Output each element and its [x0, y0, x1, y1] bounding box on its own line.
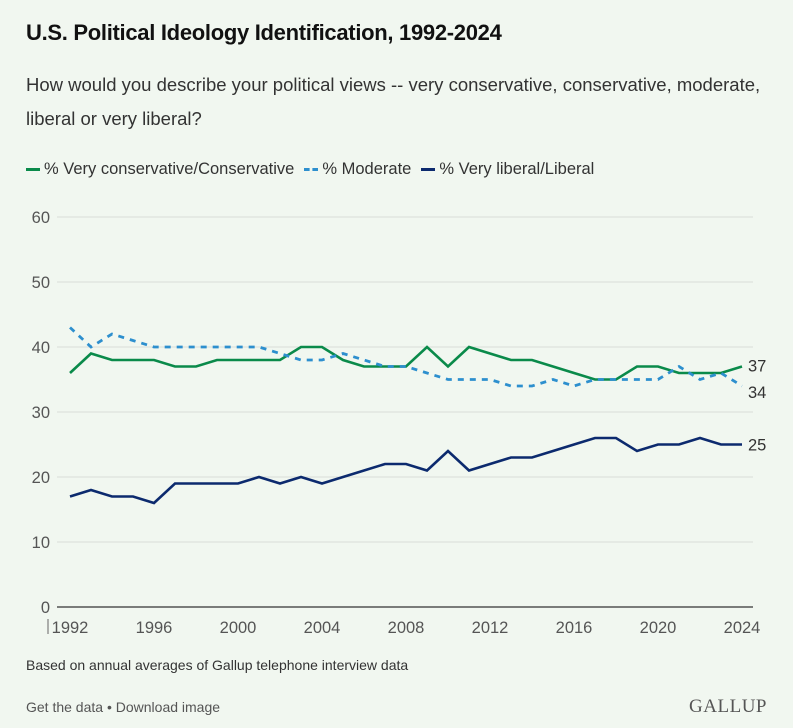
y-axis-ticks: 0 10 20 30 40 50 60 — [32, 209, 50, 617]
footer-links: Get the data • Download image — [26, 699, 220, 715]
legend-label-conservative: % Very conservative/Conservative — [44, 160, 295, 178]
legend-swatch-liberal — [421, 168, 436, 171]
legend-label-liberal: % Very liberal/Liberal — [439, 160, 595, 178]
y-tick-label: 30 — [32, 404, 50, 422]
x-tick-label: 2012 — [472, 619, 509, 637]
x-axis-ticks: 1992 1996 2000 2004 2008 2012 2016 2020 2024 — [47, 619, 761, 637]
legend-item-moderate: % Moderate — [304, 160, 411, 179]
chart-subtitle: How would you describe your political vi… — [26, 74, 761, 129]
series-lines — [69, 326, 743, 505]
series-line-conservative — [69, 345, 743, 381]
x-tick-label: 2016 — [556, 619, 593, 637]
series-line-liberal — [69, 436, 742, 505]
y-tick-label: 50 — [32, 274, 50, 292]
source-note: Based on annual averages of Gallup telep… — [26, 657, 409, 673]
gallup-logo: GALLUP — [689, 696, 767, 717]
end-label-moderate: 34 — [748, 384, 766, 402]
y-tick-label: 10 — [32, 534, 50, 552]
x-tick-label: 2024 — [724, 619, 761, 637]
series-line-moderate — [69, 326, 743, 388]
legend-swatch-moderate — [304, 168, 319, 171]
legend-item-liberal: % Very liberal/Liberal — [421, 160, 594, 179]
end-label-liberal: 25 — [748, 437, 766, 455]
get-data-link[interactable]: Get the data — [26, 699, 104, 715]
gridlines — [57, 216, 753, 543]
legend-label-moderate: % Moderate — [322, 160, 412, 178]
legend: % Very conservative/Conservative % Moder… — [26, 160, 604, 179]
y-tick-label: 60 — [32, 209, 50, 227]
legend-swatch-conservative — [26, 168, 40, 171]
chart-title: U.S. Political Ideology Identification, … — [26, 20, 502, 45]
x-tick-label: 2004 — [304, 619, 341, 637]
y-tick-label: 0 — [41, 599, 50, 617]
end-labels: 37 34 25 — [748, 358, 766, 455]
separator: • — [103, 699, 116, 715]
x-tick-label: 1996 — [136, 619, 173, 637]
end-label-conservative: 37 — [748, 358, 766, 376]
x-tick-label: 2000 — [220, 619, 257, 637]
y-tick-label: 40 — [32, 339, 50, 357]
x-tick-label: 2020 — [640, 619, 677, 637]
x-tick-label: 1992 — [52, 619, 89, 637]
x-tick-label: 2008 — [388, 619, 425, 637]
line-chart: 0 10 20 30 40 50 60 1992 1996 2000 2004 2008 2012 20… — [32, 209, 767, 637]
legend-item-conservative: % Very conservative/Conservative — [26, 160, 294, 179]
y-tick-label: 20 — [32, 469, 50, 487]
download-image-link[interactable]: Download image — [115, 699, 221, 715]
